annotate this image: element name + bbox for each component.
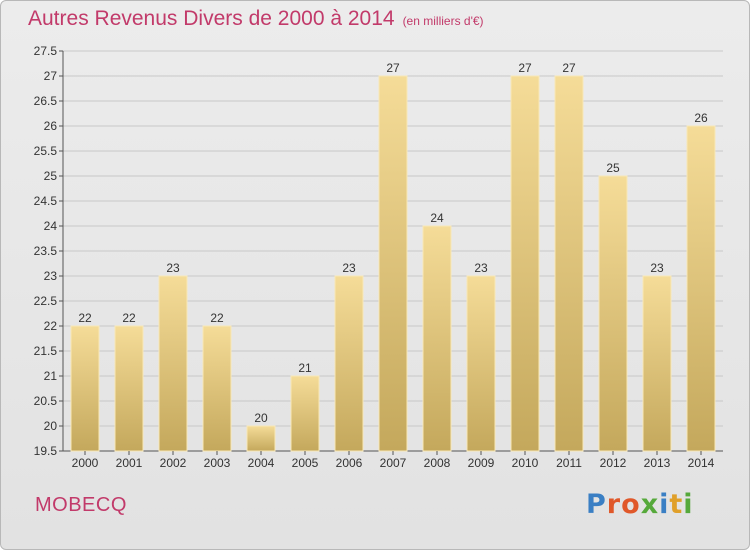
- y-tick-label: 23: [44, 269, 58, 283]
- value-label-2010: 27: [518, 61, 532, 75]
- value-label-2014: 26: [694, 111, 708, 125]
- bar-2007: [378, 75, 408, 452]
- value-label-2008: 24: [430, 211, 444, 225]
- x-tick-label-2007: 2007: [380, 456, 407, 470]
- bar-2000: [70, 325, 100, 452]
- bar-2006: [334, 275, 364, 452]
- bar-2013: [642, 275, 672, 452]
- location-name: MOBECQ: [35, 494, 127, 516]
- brand-logo: Proxiti: [586, 489, 694, 520]
- value-label-2000: 22: [78, 311, 92, 325]
- x-tick-label-2014: 2014: [688, 456, 715, 470]
- bar-2004: [246, 425, 276, 452]
- y-tick-label: 20.5: [34, 394, 58, 408]
- value-label-2012: 25: [606, 161, 620, 175]
- value-label-2004: 20: [254, 411, 268, 425]
- bar-2008: [422, 225, 452, 452]
- y-tick-label: 23.5: [34, 244, 58, 258]
- value-label-2001: 22: [122, 311, 136, 325]
- bar-2014: [686, 125, 716, 452]
- bar-2009: [466, 275, 496, 452]
- value-label-2011: 27: [562, 61, 576, 75]
- y-tick-label: 25.5: [34, 144, 58, 158]
- chart-unit: (en milliers d'€): [402, 14, 484, 28]
- value-label-2002: 23: [166, 261, 180, 275]
- value-label-2005: 21: [298, 361, 312, 375]
- x-tick-label-2013: 2013: [644, 456, 671, 470]
- y-tick-label: 26: [44, 119, 58, 133]
- x-tick-label-2001: 2001: [116, 456, 143, 470]
- bar-2001: [114, 325, 144, 452]
- x-tick-label-2004: 2004: [248, 456, 275, 470]
- x-tick-label-2000: 2000: [72, 456, 99, 470]
- x-tick-label-2012: 2012: [600, 456, 627, 470]
- chart-title-text: Autres Revenus Divers de 2000 à 2014: [28, 7, 395, 30]
- y-tick-label: 19.5: [34, 444, 58, 458]
- y-tick-label: 27: [44, 69, 58, 83]
- bar-2010: [510, 75, 540, 452]
- x-tick-label-2003: 2003: [204, 456, 231, 470]
- y-tick-label: 27.5: [34, 44, 58, 58]
- bar-2002: [158, 275, 188, 452]
- x-tick-label-2009: 2009: [468, 456, 495, 470]
- bar-2003: [202, 325, 232, 452]
- y-tick-label: 22.5: [34, 294, 58, 308]
- value-label-2009: 23: [474, 261, 488, 275]
- y-tick-label: 24.5: [34, 194, 58, 208]
- value-label-2006: 23: [342, 261, 356, 275]
- y-tick-label: 22: [44, 319, 58, 333]
- y-tick-label: 24: [44, 219, 58, 233]
- y-tick-label: 25: [44, 169, 58, 183]
- y-tick-label: 21.5: [34, 344, 58, 358]
- x-tick-label-2005: 2005: [292, 456, 319, 470]
- value-label-2007: 27: [386, 61, 400, 75]
- value-label-2003: 22: [210, 311, 224, 325]
- bar-2012: [598, 175, 628, 452]
- bar-2011: [554, 75, 584, 452]
- chart-title: Autres Revenus Divers de 2000 à 2014 (en …: [28, 7, 484, 31]
- x-tick-label-2010: 2010: [512, 456, 539, 470]
- x-tick-label-2006: 2006: [336, 456, 363, 470]
- bar-2005: [290, 375, 320, 452]
- y-tick-label: 21: [44, 369, 58, 383]
- y-tick-label: 20: [44, 419, 58, 433]
- x-tick-label-2011: 2011: [556, 456, 582, 470]
- value-label-2013: 23: [650, 261, 664, 275]
- y-tick-label: 26.5: [34, 94, 58, 108]
- x-tick-label-2008: 2008: [424, 456, 451, 470]
- x-tick-label-2002: 2002: [160, 456, 187, 470]
